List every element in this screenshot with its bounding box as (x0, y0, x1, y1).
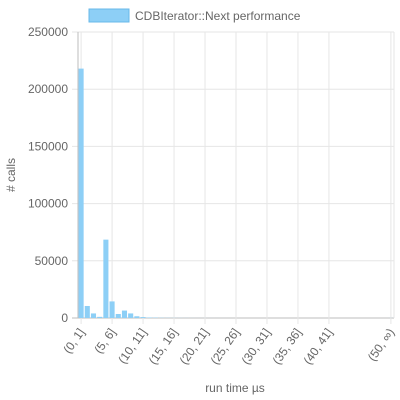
x-tick-label: (25, 26] (208, 326, 243, 367)
y-tick-label: 200000 (28, 82, 68, 96)
bar (134, 316, 140, 318)
bar (78, 68, 84, 318)
bar (109, 301, 115, 318)
bar (90, 313, 97, 318)
y-axis-ticks: 0 50000 100000 150000 200000 250000 (28, 25, 68, 325)
legend-swatch (88, 8, 130, 23)
x-tick-label: (0, 1] (60, 326, 87, 356)
y-tick-label: 250000 (28, 25, 68, 39)
bar (84, 305, 90, 318)
x-tick-label: (50, ∞) (365, 326, 397, 364)
x-tick-label: (10, 11] (115, 326, 149, 367)
legend-label: CDBIterator::Next performance (135, 9, 301, 23)
bar (140, 317, 146, 318)
x-tick-label: (5, 6] (91, 326, 118, 356)
y-tick-label: 150000 (28, 139, 68, 153)
x-tick-label: (40, 41] (301, 326, 336, 367)
bar (128, 313, 134, 318)
bar (121, 310, 128, 318)
x-tick-label: (35, 36] (270, 326, 305, 367)
bar (97, 316, 103, 318)
grid (72, 31, 395, 324)
y-tick-label: 0 (61, 311, 68, 325)
y-axis-title: # calls (4, 158, 18, 192)
x-axis-title: run time µs (205, 381, 265, 395)
legend: CDBIterator::Next performance (88, 8, 301, 23)
bars (78, 68, 394, 318)
x-axis-ticks: (0, 1] (5, 6](10, 11](15, 16](20, 21](25,… (60, 326, 397, 367)
y-tick-label: 50000 (35, 254, 69, 268)
x-tick-label: (20, 21] (177, 326, 212, 367)
bar (103, 239, 109, 318)
x-tick-label: (15, 16] (146, 326, 181, 367)
y-tick-label: 100000 (28, 197, 68, 211)
bar (115, 313, 121, 318)
x-tick-label: (30, 31] (239, 326, 274, 367)
